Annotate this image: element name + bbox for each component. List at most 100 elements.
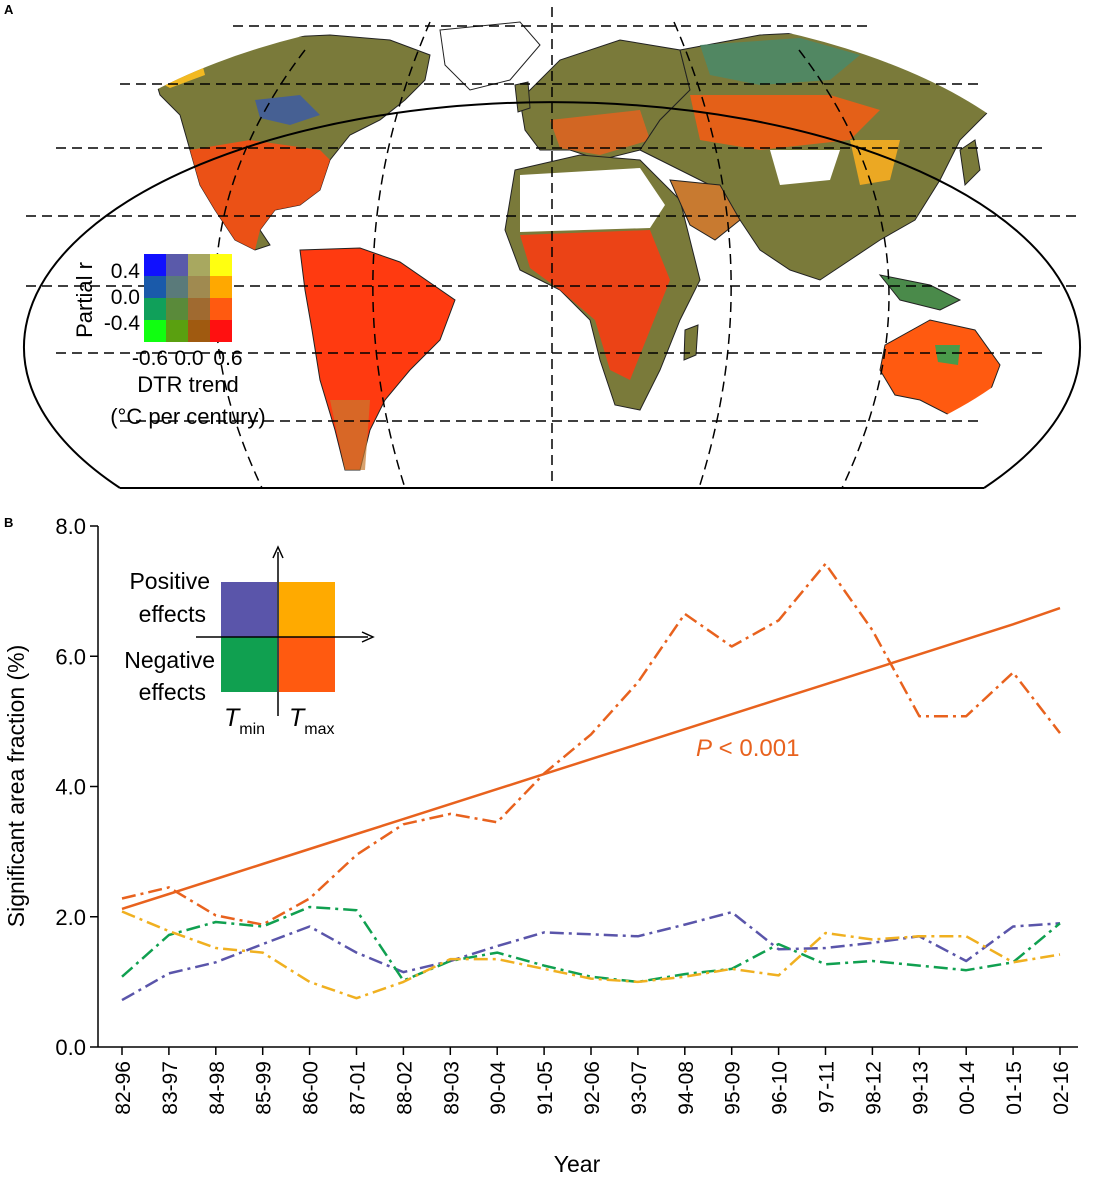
greenland (439, 21, 541, 91)
legend-xtick: -0.6 (132, 347, 168, 370)
series-tmax-negative-effects (121, 562, 1061, 926)
x-tick-label: 86-00 (300, 1061, 323, 1115)
x-tick-label: 82-96 (112, 1061, 135, 1115)
legend-cell-r1-c1 (166, 276, 188, 298)
legend-cell-r0-c3 (210, 254, 232, 276)
legend-cell-r1-c2 (188, 276, 210, 298)
x-tick-label: 93-07 (628, 1061, 651, 1115)
europe-orange-zone (550, 110, 650, 155)
series-tmax-positive-effects (121, 910, 1061, 1000)
legend-xtick: 0.0 (174, 347, 203, 370)
y-tick-label: 4.0 (55, 775, 86, 800)
legend-grid (144, 254, 232, 342)
panel-a-label: A (4, 2, 14, 17)
uk (514, 81, 531, 113)
x-tick-label: 91-05 (534, 1061, 557, 1115)
tmax-negative-swatch (279, 637, 335, 692)
na-blue-zone (255, 95, 320, 125)
madagascar (683, 324, 699, 361)
legend-ytick: -0.4 (104, 312, 141, 335)
legend-xlabel-line2: (°C per century) (110, 404, 266, 429)
legend-ytick: 0.0 (111, 286, 140, 309)
x-tick-label: 90-04 (487, 1061, 510, 1115)
legend-cell-r2-c1 (166, 298, 188, 320)
x-tick-label: 97-11 (816, 1061, 839, 1113)
positive-effects-line2: effects (139, 601, 206, 627)
x-tick-label: 94-08 (675, 1061, 698, 1115)
tmin-positive-swatch (221, 582, 277, 637)
x-tick-label: 02-16 (1050, 1061, 1073, 1115)
legend-cell-r3-c2 (188, 320, 210, 342)
chart-axes: 0.0 2.0 4.0 6.0 8.0 82-96 83-97 84-98 85-99 86-00… (55, 514, 1078, 1115)
series-tmin-negative-effects (121, 905, 1061, 984)
sa-orange-zone (330, 400, 370, 470)
x-tick-label: 83-97 (159, 1061, 182, 1115)
map-legend: Partial r 0.4 0.0 -0.4 -0.6 0.0 0.6 DTR … (72, 254, 266, 429)
series-tmax-negative-trend (121, 606, 1061, 911)
p-value-annotation: P < 0.001 (696, 735, 799, 762)
se-asia-islands (878, 274, 962, 311)
australia-green-zone (935, 345, 960, 365)
inset-horizontal-arrow (361, 631, 375, 643)
legend-cell-r2-c3 (210, 298, 232, 320)
legend-cell-r0-c2 (188, 254, 210, 276)
x-tick-label: 98-12 (862, 1061, 885, 1115)
legend-ylabel: Partial r (72, 262, 97, 338)
legend-xlabel-line1: DTR trend (137, 372, 238, 397)
x-tick-label: 01-15 (1003, 1061, 1026, 1115)
x-tick-label: 96-10 (769, 1061, 792, 1115)
inset-vertical-arrow (272, 545, 284, 559)
japan (959, 139, 981, 187)
asia-orange-zone (690, 95, 880, 150)
chart-series (121, 562, 1061, 1002)
x-tick-label: 95-09 (722, 1061, 745, 1115)
asia-green-zone (700, 38, 860, 85)
y-tick-label: 0.0 (55, 1035, 86, 1060)
new-zealand (1024, 399, 1053, 447)
x-tick-label: 92-06 (581, 1061, 604, 1115)
y-tick-label: 6.0 (55, 644, 86, 669)
legend-cell-r3-c1 (166, 320, 188, 342)
legend-cell-r1-c0 (144, 276, 166, 298)
y-axis-label: Significant area fraction (%) (3, 645, 29, 928)
tmin-label: Tmin (224, 704, 265, 738)
sahara-desert (520, 168, 665, 232)
panel-a-map: A (4, 2, 1081, 489)
tmax-positive-swatch (279, 582, 335, 637)
legend-cell-r3-c0 (144, 320, 166, 342)
na-warm-zone (190, 140, 330, 250)
legend-cell-r1-c3 (210, 276, 232, 298)
panel-b-chart: B 0.0 2.0 4.0 6.0 8.0 82-96 83-97 84-98 85-99 86-… (3, 514, 1078, 1177)
x-tick-label: 84-98 (206, 1061, 229, 1115)
x-tick-label: 89-03 (440, 1061, 463, 1115)
series-tmin-positive-effects (121, 910, 1061, 1002)
arabia (669, 179, 741, 241)
inset-legend: Positive effects Negative effects Tmin T… (124, 545, 375, 738)
positive-effects-line1: Positive (129, 568, 210, 594)
tmin-negative-swatch (221, 637, 277, 692)
asia-desert (770, 150, 840, 185)
tmax-label: Tmax (289, 704, 335, 738)
legend-ytick: 0.4 (111, 260, 141, 283)
asia-yellow-zone (850, 140, 900, 185)
negative-effects-line1: Negative (124, 647, 215, 673)
x-tick-label: 00-14 (956, 1061, 979, 1115)
legend-xtick: 0.6 (213, 347, 242, 370)
y-tick-label: 2.0 (55, 905, 86, 930)
x-axis-label: Year (554, 1151, 601, 1177)
legend-cell-r2-c2 (188, 298, 210, 320)
x-tick-label: 87-01 (347, 1061, 370, 1115)
legend-cell-r3-c3 (210, 320, 232, 342)
map-outline (23, 101, 1081, 489)
legend-cell-r2-c0 (144, 298, 166, 320)
x-tick-label: 85-99 (253, 1061, 276, 1115)
africa-warm-zone (520, 230, 670, 380)
legend-cell-r0-c1 (166, 254, 188, 276)
y-tick-label: 8.0 (55, 514, 86, 539)
negative-effects-line2: effects (139, 679, 206, 705)
x-tick-label: 99-13 (909, 1061, 932, 1115)
x-tick-label: 88-02 (393, 1061, 416, 1115)
legend-cell-r0-c0 (144, 254, 166, 276)
panel-b-label: B (4, 515, 13, 530)
